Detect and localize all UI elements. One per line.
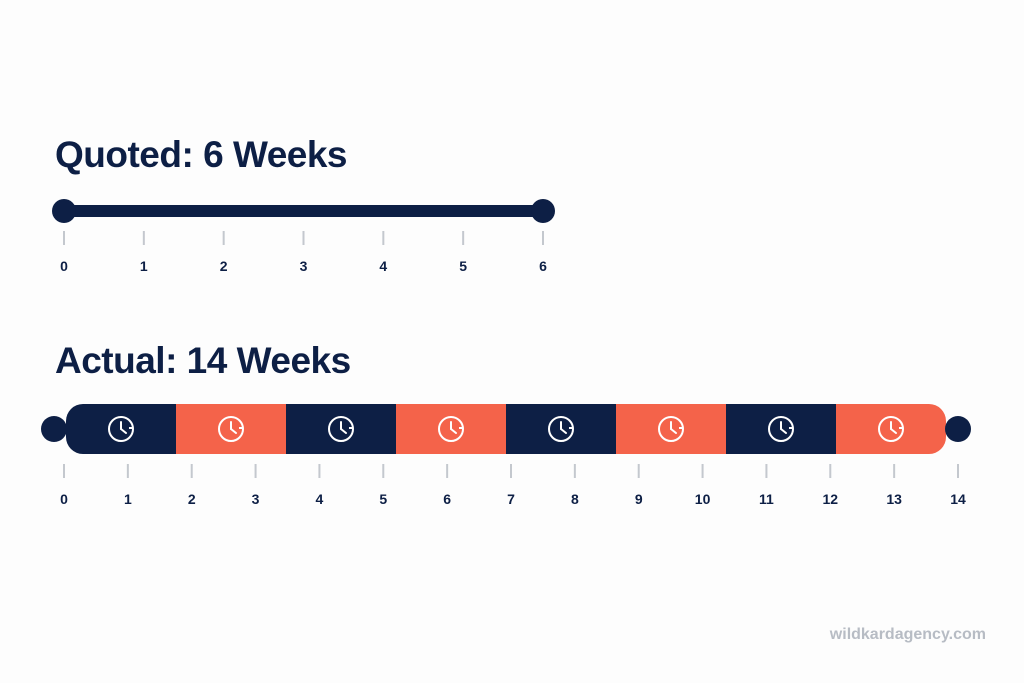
- quoted-tick-label: 1: [140, 258, 148, 274]
- actual-tick-label: 14: [950, 491, 966, 507]
- actual-tick-label: 3: [252, 491, 260, 507]
- clock-icon: [768, 416, 794, 442]
- quoted-end-dot: [531, 199, 555, 223]
- clock-icon: [218, 416, 244, 442]
- quoted-tick-label: 5: [459, 258, 467, 274]
- clock-icon: [328, 416, 354, 442]
- quoted-tick-label: 2: [220, 258, 228, 274]
- actual-tick-label: 2: [188, 491, 196, 507]
- quoted-title: Quoted: 6 Weeks: [55, 134, 348, 175]
- actual-tick-label: 7: [507, 491, 515, 507]
- clock-hand-minute: [670, 428, 677, 434]
- quoted-tick-label: 6: [539, 258, 547, 274]
- clock-icon: [878, 416, 904, 442]
- clock-icon: [658, 416, 684, 442]
- quoted-start-dot: [52, 199, 76, 223]
- clock-icon: [548, 416, 574, 442]
- quoted-tick-label: 4: [379, 258, 387, 274]
- actual-title: Actual: 14 Weeks: [55, 340, 351, 381]
- actual-tick-label: 4: [316, 491, 324, 507]
- clock-hand-minute: [780, 428, 787, 434]
- actual-bar: [66, 404, 946, 454]
- actual-tick-label: 5: [379, 491, 387, 507]
- actual-tick-label: 11: [759, 491, 774, 507]
- watermark: wildkardagency.com: [829, 626, 986, 643]
- actual-tick-label: 12: [822, 491, 838, 507]
- clock-hand-minute: [560, 428, 567, 434]
- clock-hand-minute: [450, 428, 457, 434]
- actual-tick-label: 8: [571, 491, 579, 507]
- actual-tick-label: 9: [635, 491, 643, 507]
- quoted-tick-label: 0: [60, 258, 68, 274]
- actual-tick-label: 0: [60, 491, 68, 507]
- clock-hand-minute: [230, 428, 237, 434]
- actual-end-dot: [945, 416, 971, 442]
- actual-start-dot: [41, 416, 67, 442]
- clock-icon: [108, 416, 134, 442]
- clock-icon: [438, 416, 464, 442]
- actual-tick-label: 1: [124, 491, 132, 507]
- quoted-tick-label: 3: [300, 258, 308, 274]
- clock-hand-minute: [890, 428, 897, 434]
- clock-hand-minute: [340, 428, 347, 434]
- actual-tick-label: 6: [443, 491, 451, 507]
- clock-hand-minute: [120, 428, 127, 434]
- actual-tick-label: 13: [886, 491, 902, 507]
- actual-tick-label: 10: [695, 491, 711, 507]
